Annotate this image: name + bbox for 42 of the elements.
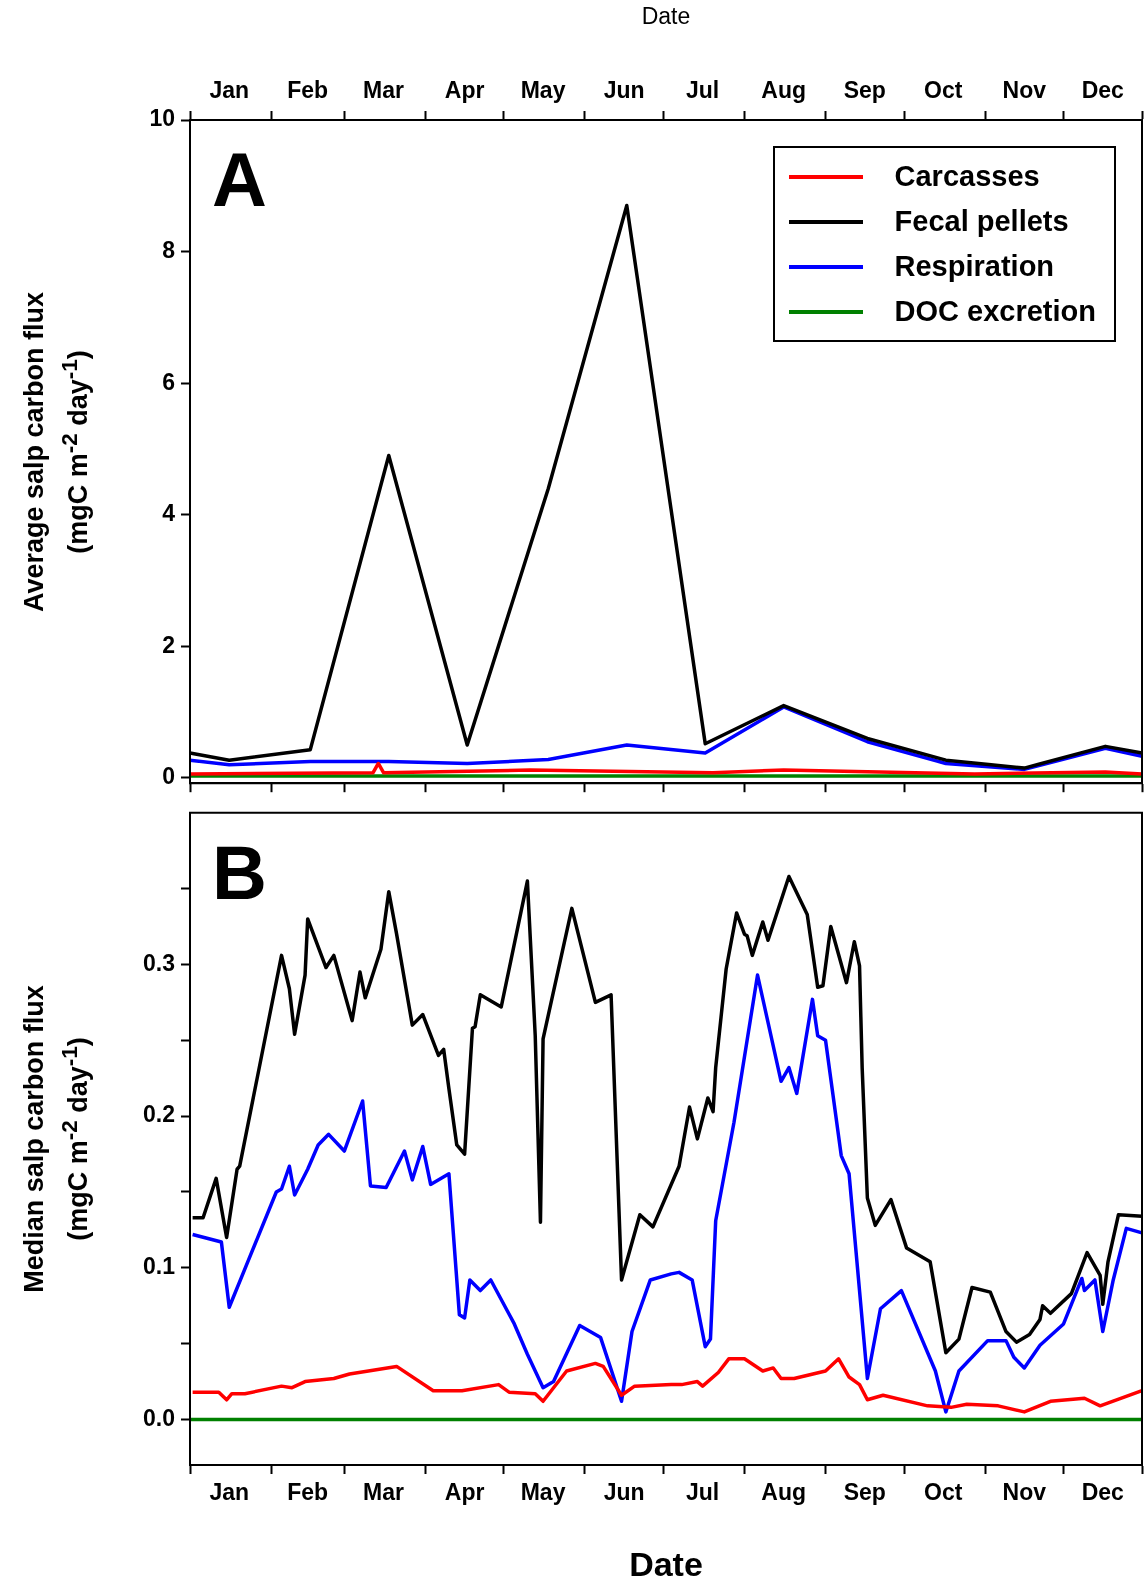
x-tick-label: Dec: [1081, 1479, 1125, 1506]
legend-label: Fecal pellets: [894, 205, 1069, 238]
x-tick-label: Apr: [444, 1479, 485, 1506]
annotation: B: [212, 829, 267, 915]
x-tick-label: May: [520, 76, 566, 103]
x-axis-title: Date: [629, 1544, 703, 1583]
x-tick-label: Apr: [444, 76, 485, 103]
x-tick-label: Jan: [209, 1479, 250, 1506]
legend-label: DOC excretion: [894, 295, 1096, 328]
y-tick-label: 0.3: [143, 949, 175, 976]
x-axis-title: Date: [641, 3, 691, 30]
y-tick-label: 0: [162, 763, 175, 790]
y-tick-label: 2: [162, 631, 175, 658]
x-tick-label: Aug: [761, 76, 807, 103]
x-tick-label: Aug: [761, 1479, 807, 1506]
y-tick-label: 0.1: [143, 1253, 176, 1280]
y-tick-label: 4: [162, 500, 176, 527]
x-tick-label: May: [520, 1479, 566, 1506]
x-tick-label: Nov: [1002, 1479, 1047, 1506]
y-tick-label: 0.2: [143, 1101, 175, 1128]
x-tick-label: Sep: [843, 1479, 886, 1506]
x-tick-label: Mar: [363, 76, 405, 103]
legend-label: Carcasses: [894, 160, 1040, 193]
annotation: A: [212, 137, 267, 222]
x-tick-label: Feb: [287, 76, 329, 103]
x-tick-label: Mar: [363, 1479, 405, 1506]
x-tick-label: Jul: [686, 76, 720, 103]
y-tick-label: 10: [149, 105, 175, 132]
legend-label: Respiration: [894, 250, 1055, 283]
x-tick-label: Feb: [287, 1479, 329, 1506]
x-tick-label: Nov: [1002, 76, 1047, 103]
y-tick-label: 6: [162, 368, 175, 395]
x-tick-label: Jun: [603, 1479, 645, 1506]
y-tick-label: 8: [162, 236, 176, 263]
x-tick-label: Jul: [686, 1479, 720, 1506]
x-tick-label: Sep: [843, 76, 886, 103]
x-tick-label: Oct: [924, 1479, 963, 1506]
y-tick-label: 0.0: [143, 1404, 175, 1431]
x-tick-label: Oct: [924, 76, 963, 103]
x-tick-label: Dec: [1081, 76, 1125, 103]
x-tick-label: Jun: [603, 76, 645, 103]
x-tick-label: Jan: [209, 76, 250, 103]
